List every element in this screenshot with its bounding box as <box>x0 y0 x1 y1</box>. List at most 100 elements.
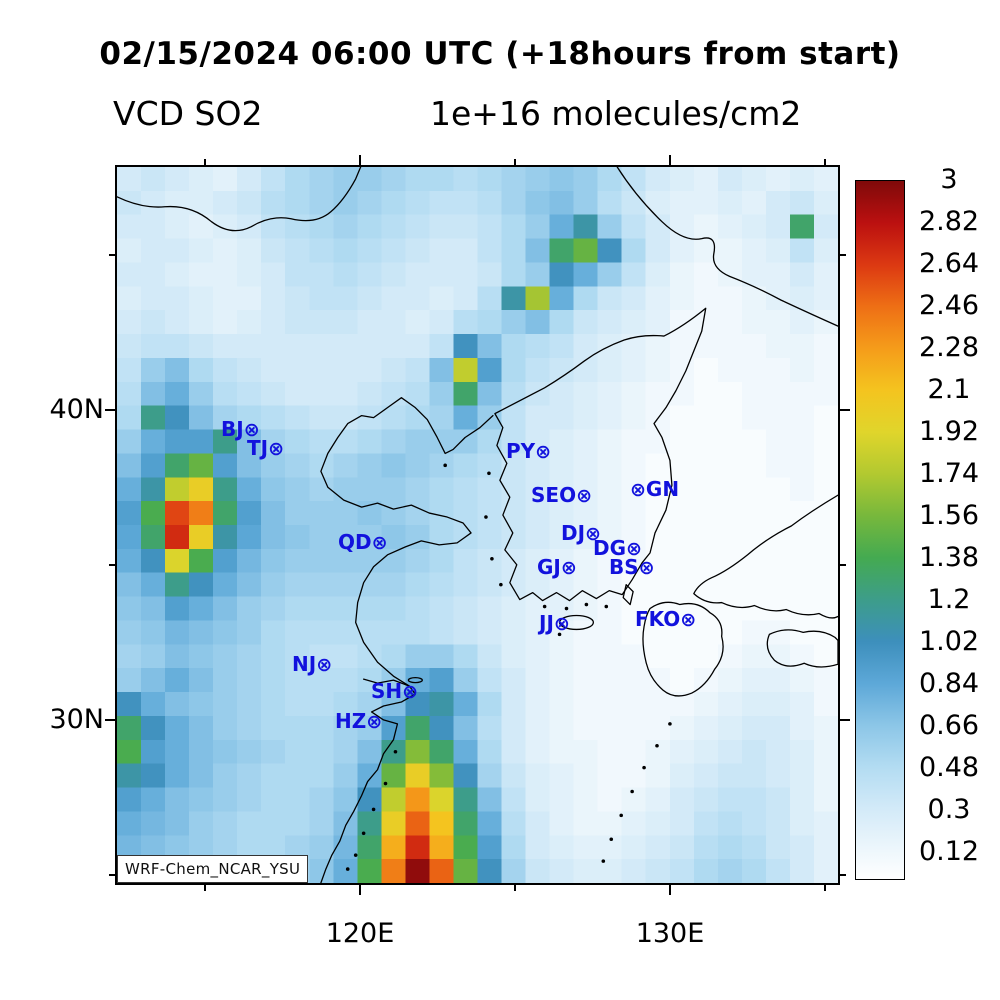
y-axis-label: 40N <box>49 394 104 425</box>
station-hz: HZ⊗ <box>335 711 382 732</box>
coastline-russia <box>616 167 838 327</box>
colorbar-tick-label: 2.46 <box>918 290 980 321</box>
colorbar-tick-label: 2.64 <box>918 248 980 279</box>
colorbar-tick-label: 0.48 <box>918 752 980 783</box>
station-label: DG <box>593 536 627 560</box>
axis-tick <box>840 409 850 411</box>
station-sh: SH⊗ <box>371 681 418 702</box>
axis-tick <box>824 885 826 891</box>
station-label: GN <box>645 477 680 501</box>
colorbar-tick-label: 2.82 <box>918 206 980 237</box>
colorbar-tick-label: 0.12 <box>918 836 980 867</box>
station-marker-icon: ⊗ <box>366 711 383 733</box>
station-gj: GJ⊗ <box>537 557 577 578</box>
colorbar-tick-label: 0.3 <box>927 794 971 825</box>
station-bs: BS⊗ <box>609 557 655 578</box>
axis-tick <box>109 254 115 256</box>
plot-title: 02/15/2024 06:00 UTC (+18hours from star… <box>99 36 901 72</box>
station-py: PY⊗ <box>506 441 551 462</box>
station-label: FKO <box>635 607 681 631</box>
x-axis-label: 130E <box>635 918 705 949</box>
coastline-honshu <box>693 494 838 619</box>
y-axis-label: 30N <box>49 704 104 735</box>
colorbar-tick-label: 1.2 <box>927 584 971 615</box>
colorbar-tick-label: 1.92 <box>918 416 980 447</box>
chongming-island <box>407 677 423 684</box>
station-label: QD <box>338 530 372 554</box>
station-marker-icon: ⊗ <box>638 557 655 579</box>
axis-tick <box>109 564 115 566</box>
axis-tick <box>514 159 516 165</box>
axis-tick <box>105 719 115 721</box>
station-label: HZ <box>335 709 367 733</box>
axis-tick <box>669 885 671 895</box>
colorbar-tick-label: 1.02 <box>918 626 980 657</box>
axis-tick <box>105 409 115 411</box>
station-label: BS <box>609 555 639 579</box>
axis-tick <box>359 155 361 165</box>
station-nj: NJ⊗ <box>292 654 332 675</box>
colorbar <box>855 180 905 880</box>
station-marker-icon: ⊗ <box>630 479 646 501</box>
colorbar-tick-label: 2.28 <box>918 332 980 363</box>
station-marker-icon: ⊗ <box>316 654 333 676</box>
axis-tick <box>359 885 361 895</box>
axis-tick <box>824 159 826 165</box>
station-bj: BJ⊗ <box>221 419 260 440</box>
station-fko: FKO⊗ <box>635 609 696 630</box>
jeju-island <box>558 614 595 631</box>
axis-tick <box>840 874 846 876</box>
axis-tick <box>204 159 206 165</box>
station-marker-icon: ⊗ <box>576 485 592 507</box>
model-watermark: WRF-Chem_NCAR_YSU <box>117 855 309 883</box>
so2-heatmap-canvas <box>117 167 838 883</box>
station-marker-icon: ⊗ <box>553 613 570 635</box>
station-marker-icon: ⊗ <box>680 609 697 631</box>
axis-tick <box>669 155 671 165</box>
coastline-kyushu <box>642 601 724 697</box>
station-seo: SEO⊗ <box>531 485 592 506</box>
station-label: DJ <box>561 521 586 545</box>
colorbar-tick-label: 2.1 <box>927 374 971 405</box>
coastline-topleft-border <box>117 167 362 232</box>
axis-tick <box>840 564 846 566</box>
station-label: SEO <box>531 483 577 507</box>
colorbar-tick-label: 1.56 <box>918 500 980 531</box>
station-label: BJ <box>221 417 244 441</box>
station-jj: JJ⊗ <box>539 613 570 634</box>
colorbar-tick-label: 1.74 <box>918 458 980 489</box>
axis-tick <box>840 254 846 256</box>
station-marker-icon: ⊗ <box>402 681 419 703</box>
station-marker-icon: ⊗ <box>585 523 601 545</box>
station-marker-icon: ⊗ <box>371 532 388 554</box>
station-label: TJ <box>247 436 269 460</box>
station-marker-icon: ⊗ <box>626 538 642 560</box>
station-dj: DJ⊗ <box>561 523 601 544</box>
units-label: 1e+16 molecules/cm2 <box>430 94 802 133</box>
colorbar-tick-label: 0.84 <box>918 668 980 699</box>
coastline-svg <box>117 167 838 883</box>
coastline-shikoku <box>766 629 838 668</box>
station-layer: BJ⊗ TJ⊗ PY⊗ SEO⊗ ⊗GN QD⊗ DJ⊗ DG⊗ GJ⊗ BS⊗ JJ⊗ FKO⊗ NJ… <box>117 167 838 883</box>
coastline-china <box>320 397 494 883</box>
station-marker-icon: ⊗ <box>243 419 260 441</box>
station-tj: TJ⊗ <box>247 438 284 459</box>
station-marker-icon: ⊗ <box>268 438 285 460</box>
station-dg: DG⊗ <box>593 538 642 559</box>
station-label: SH <box>371 679 403 703</box>
colorbar-tick-label: 0.66 <box>918 710 980 741</box>
station-label: JJ <box>539 611 554 635</box>
axis-tick <box>204 885 206 891</box>
station-label: PY <box>506 439 536 463</box>
colorbar-tick-label: 1.38 <box>918 542 980 573</box>
yangtze-estuary <box>362 678 411 687</box>
axis-tick <box>109 874 115 876</box>
station-marker-icon: ⊗ <box>560 557 577 579</box>
station-label: GJ <box>537 555 561 579</box>
tsushima-island <box>622 584 634 606</box>
axis-tick <box>840 719 850 721</box>
axis-tick <box>514 885 516 891</box>
colorbar-tick-label: 3 <box>940 164 958 195</box>
station-qd: QD⊗ <box>338 532 388 553</box>
